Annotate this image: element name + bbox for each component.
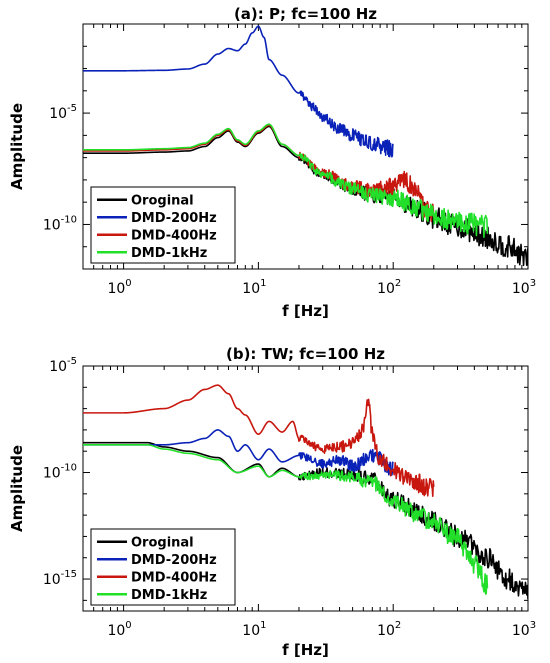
series-line-dmd-200hz [83, 25, 394, 158]
legend: Oroginal DMD-200Hz DMD-400Hz DMD-1kHz [90, 528, 236, 606]
series-line-dmd-1khz [83, 444, 489, 595]
x-tick-label: 103 [512, 620, 536, 639]
x-axis-label: f [Hz] [282, 641, 329, 659]
legend-label: DMD-1kHz [131, 588, 207, 603]
series-line-dmd-1khz [83, 123, 489, 238]
series-line-dmd-400hz [83, 384, 435, 497]
x-tick-label: 101 [242, 620, 266, 639]
legend-label: DMD-400Hz [131, 228, 217, 243]
y-tick-label: 10-5 [49, 103, 77, 122]
x-tick-label: 100 [107, 278, 131, 297]
legend-label: DMD-200Hz [131, 553, 217, 568]
panel-b: 100 101 102 103 10-5 10-10 10-15 (b): TW; fc=10… [8, 345, 536, 659]
legend-label: Oroginal [131, 535, 194, 550]
series-group [83, 25, 528, 267]
legend: Oroginal DMD-200Hz DMD-400Hz DMD-1kHz [90, 186, 236, 264]
legend-label: DMD-1kHz [131, 246, 207, 261]
legend-label: DMD-400Hz [131, 570, 217, 585]
y-tick-label: 10-5 [49, 356, 77, 375]
x-tick-label: 103 [512, 278, 536, 297]
y-tick-label: 10-10 [43, 214, 77, 233]
y-tick-label: 10-10 [43, 463, 77, 482]
legend-label: DMD-200Hz [131, 211, 217, 226]
panel-a: 100 101 102 103 10-5 10-10 (a): P; fc=100 Hz f … [8, 5, 536, 320]
series-group [83, 384, 528, 600]
legend-label: Oroginal [131, 193, 194, 208]
y-axis-label: Amplitude [8, 103, 26, 190]
chart-title: (b): TW; fc=100 Hz [226, 345, 385, 363]
y-axis-label: Amplitude [8, 445, 26, 532]
chart-title: (a): P; fc=100 Hz [234, 5, 377, 23]
x-tick-label: 102 [377, 278, 401, 297]
x-axis-label: f [Hz] [282, 302, 329, 320]
y-tick-label: 10-15 [43, 569, 77, 588]
x-tick-label: 100 [107, 620, 131, 639]
x-tick-label: 101 [242, 278, 266, 297]
x-tick-label: 102 [377, 620, 401, 639]
